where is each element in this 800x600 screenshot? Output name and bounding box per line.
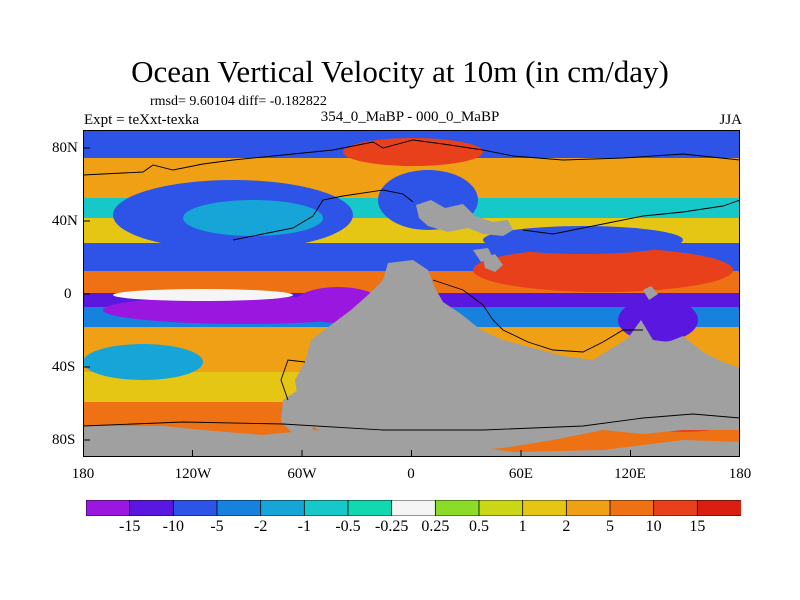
colorbar-swatch <box>653 500 699 516</box>
colorbar <box>86 500 741 516</box>
lon-label-60e: 60E <box>508 466 534 482</box>
lon-label-120e: 120E <box>614 466 646 482</box>
colorbar-swatch <box>696 500 741 516</box>
velocity-map <box>83 130 740 457</box>
lat-label-40n: 40N <box>52 213 78 229</box>
chart-title: Ocean Vertical Velocity at 10m (in cm/da… <box>131 54 669 89</box>
land-laurentia <box>416 200 513 236</box>
coastline-a <box>83 139 740 176</box>
lon-label-180w: 180 <box>71 466 95 482</box>
colorbar-swatch <box>260 500 306 516</box>
land-masses <box>83 200 740 457</box>
colorbar-swatch <box>391 500 437 516</box>
experiment-difference-subtitle: 354_0_MaBP - 000_0_MaBP <box>320 109 500 125</box>
coastline-f <box>522 199 740 235</box>
lon-label-0: 0 <box>407 466 415 482</box>
lat-label-80n: 80N <box>52 140 78 156</box>
colorbar-label: -15 <box>118 518 141 535</box>
colorbar-label: -5 <box>210 518 224 535</box>
anomaly-arctic-red <box>343 138 483 166</box>
colorbar-swatch <box>565 500 611 516</box>
land-sw-block <box>281 390 313 435</box>
colorbar-label: 5 <box>606 518 614 535</box>
colorbar-label: -2 <box>253 518 268 535</box>
coastline-c <box>432 279 643 353</box>
lon-label-120w: 120W <box>174 466 212 482</box>
colorbar-label: -0.5 <box>335 518 361 535</box>
colorbar-swatch <box>434 500 480 516</box>
colorbar-swatch <box>347 500 393 516</box>
lat-label-80s: 80S <box>52 432 76 448</box>
colorbar-label: 10 <box>645 518 662 535</box>
coastlines <box>83 139 740 431</box>
land-gray-north <box>473 248 493 262</box>
colorbar-label: -0.25 <box>374 518 409 535</box>
colorbar-swatch <box>609 500 655 516</box>
colorbar-label: 1 <box>518 518 527 535</box>
coastline-d <box>280 359 306 401</box>
rmsd-diff-stats: rmsd= 9.60104 diff= -0.182822 <box>150 94 327 109</box>
coastline-b <box>232 189 414 241</box>
colorbar-label: 0.25 <box>421 518 450 535</box>
colorbar-swatch <box>303 500 349 516</box>
anomaly-tethys-orange <box>473 248 733 292</box>
anomaly-spac-blue <box>83 344 203 380</box>
lat-label-40s: 40S <box>52 359 76 375</box>
anomaly-pac-equator-white <box>113 289 293 301</box>
lat-label-0: 0 <box>64 286 72 302</box>
colorbar-label: 0.5 <box>469 518 489 535</box>
anomaly-npac-cyan <box>183 200 323 236</box>
colorbar-swatch <box>86 500 131 516</box>
coastline-e <box>83 413 740 431</box>
colorbar-label: 2 <box>562 518 571 535</box>
season-label: JJA <box>719 112 742 128</box>
lon-label-60w: 60W <box>287 466 317 482</box>
colorbar-swatch <box>216 500 262 516</box>
colorbar-label: 15 <box>689 518 706 535</box>
colorbar-swatch <box>129 500 175 516</box>
map-ticks <box>83 147 631 457</box>
experiment-label: Expt = teXxt-texka <box>84 112 200 128</box>
colorbar-swatch <box>522 500 568 516</box>
colorbar-label: -1 <box>297 518 311 535</box>
land-antarctica <box>83 426 740 457</box>
colorbar-label: -10 <box>162 518 184 535</box>
land-small-east <box>643 286 658 300</box>
lon-label-180e: 180 <box>728 466 752 482</box>
colorbar-swatch <box>478 500 524 516</box>
colorbar-swatch <box>172 500 218 516</box>
anomaly-tethys-blue <box>483 226 683 254</box>
land-gondwana <box>295 260 740 452</box>
